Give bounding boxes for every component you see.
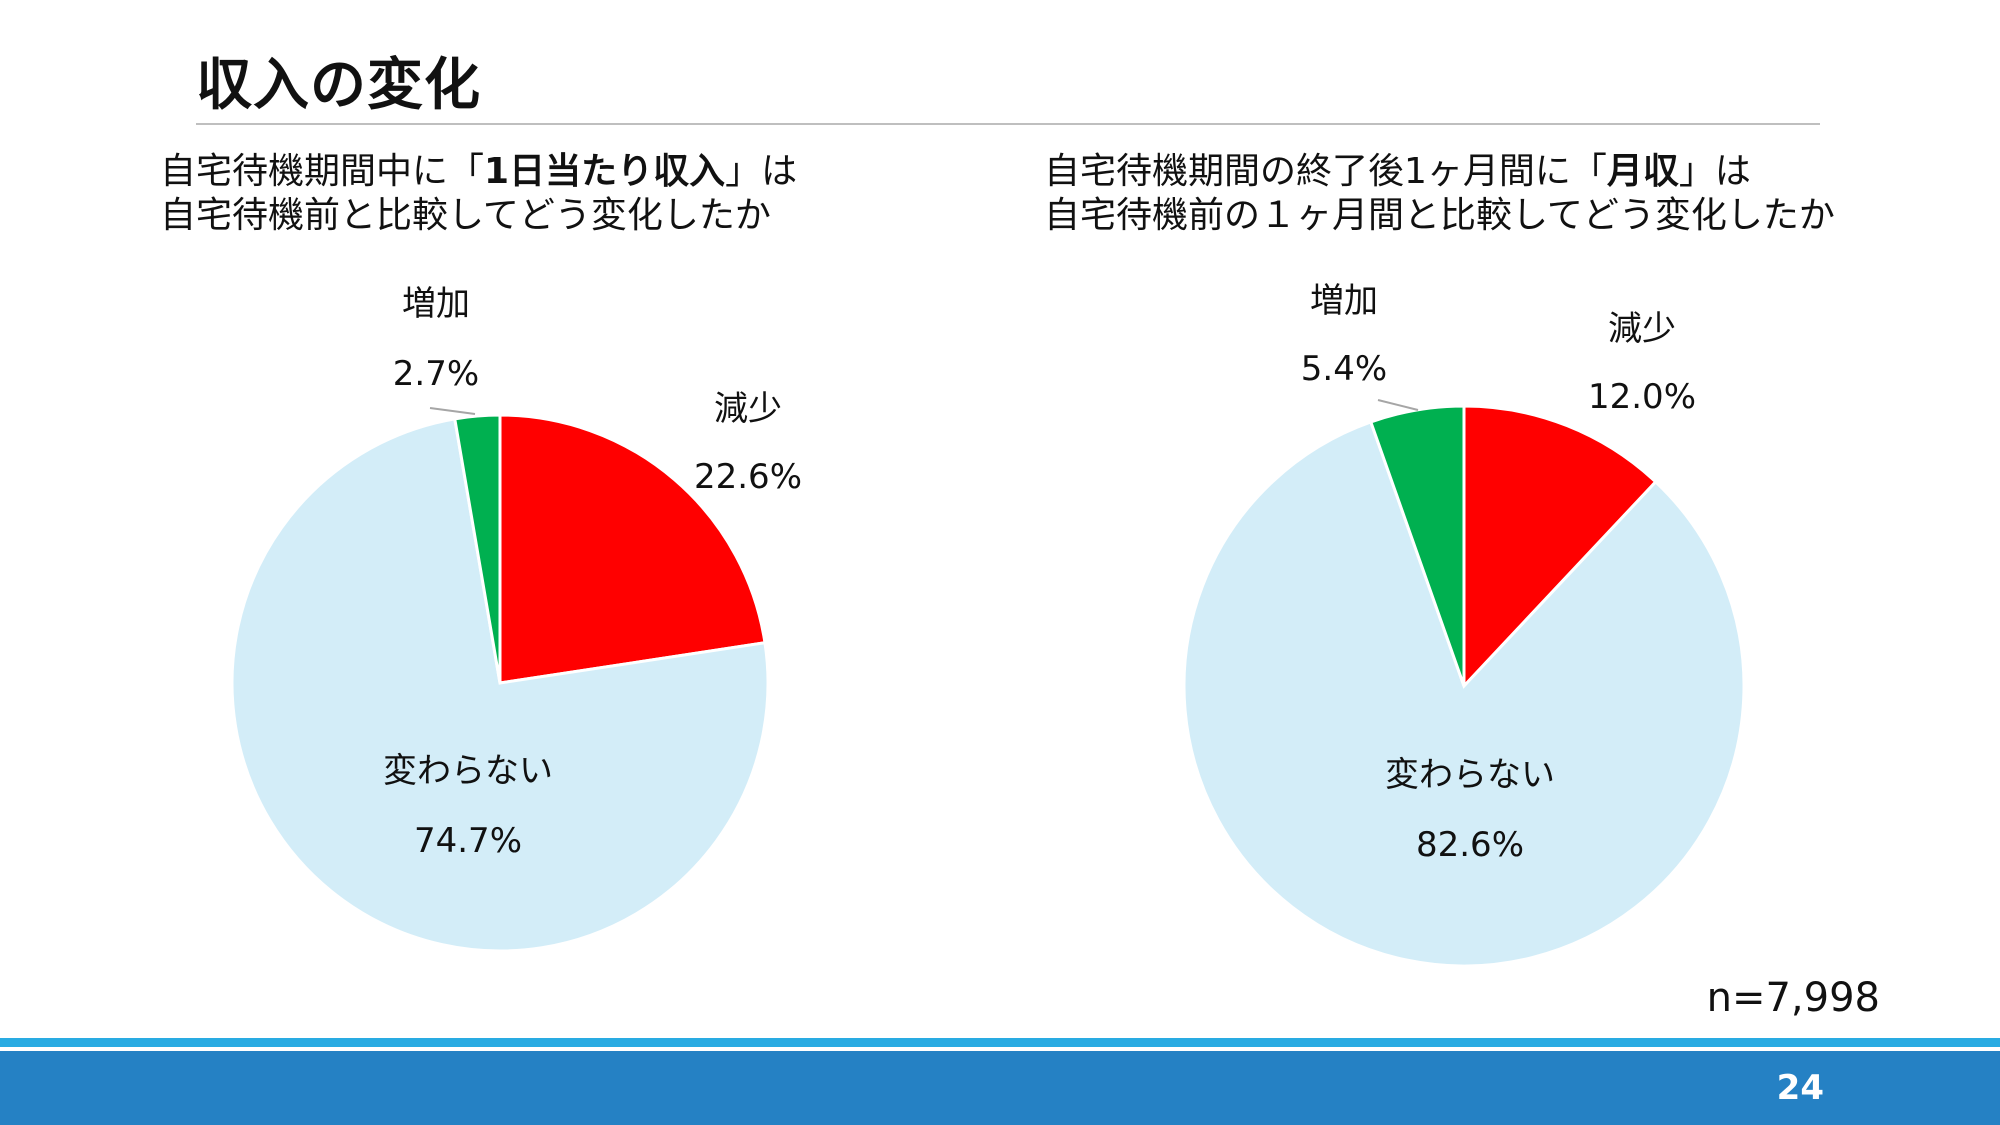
left-subtitle-line1-pre: 自宅待機期間中に「 [160,151,485,192]
footer-bar [0,1051,2000,1125]
pie2-slice-2 [1182,420,1746,968]
right-subtitle-line1-post: 」は [1678,151,1751,192]
right-subtitle-line1-bold: 月収 [1606,151,1679,192]
pie1-value-label-1: 22.6% [694,457,802,497]
left-subtitle-line1-post: 」は [725,151,798,192]
right-chart-subtitle: 自宅待機期間の終了後1ヶ月間に「月収」は 自宅待機前の１ヶ月間と比較してどう変化… [1044,150,1835,238]
sample-size: n=7,998 [1706,975,1880,1021]
pie1-value-label-3: 2.7% [393,354,479,394]
right-subtitle-line2: 自宅待機前の１ヶ月間と比較してどう変化したか [1044,195,1835,236]
pie1-category-label-1: 減少 [714,389,782,429]
pie1-slice-1 [498,413,767,685]
left-subtitle-line2: 自宅待機前と比較してどう変化したか [160,195,771,236]
pie2-category-label-2: 変わらない [1385,755,1555,795]
pie1-leader-line [429,407,476,415]
left-subtitle-line1-bold: 1日当たり収入 [484,151,726,192]
left-chart-subtitle: 自宅待機期間中に「1日当たり収入」は 自宅待機前と比較してどう変化したか [160,150,797,238]
pie1-value-label-2: 74.7% [414,821,522,861]
left-subtitle-line1: 自宅待機期間中に「1日当たり収入」は [160,150,797,194]
pie2-value-label-1: 12.0% [1588,377,1696,417]
title-divider [196,123,1820,125]
pie2-slice-1 [1462,404,1658,690]
page-title: 収入の変化 [196,53,481,118]
pie2-value-label-2: 82.6% [1416,825,1524,865]
pie1-slice-3 [453,413,502,684]
pie1-category-label-2: 変わらない [383,751,553,791]
pie2-category-label-1: 減少 [1608,309,1676,349]
right-subtitle-line1-pre: 自宅待機期間の終了後1ヶ月間に「 [1044,151,1607,192]
right-subtitle-line1: 自宅待機期間の終了後1ヶ月間に「月収」は [1044,150,1835,194]
pie1-slice-2 [230,417,770,953]
page-number: 24 [1776,1068,1824,1108]
pie1-category-label-3: 増加 [402,284,470,324]
footer-stripe [0,1038,2000,1047]
pie2-category-label-3: 増加 [1310,281,1378,321]
pie2-leader-line [1377,399,1419,411]
pie2-value-label-3: 5.4% [1301,349,1387,389]
